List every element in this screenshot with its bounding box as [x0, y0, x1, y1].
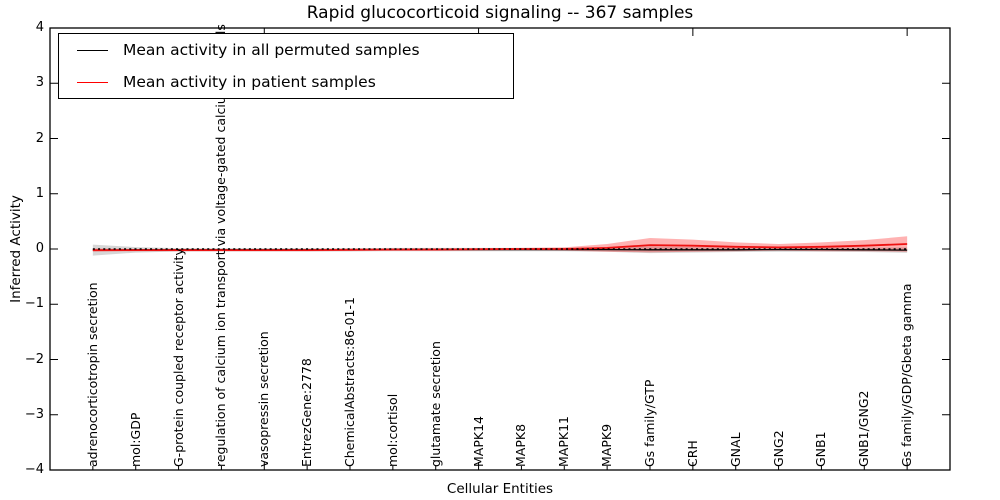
x-tick-label-13: MAPK9 — [599, 423, 615, 467]
y-tick-label-4: 4 — [35, 20, 44, 35]
legend-line-patient-icon — [77, 81, 108, 83]
x-tick-label-11: MAPK8 — [513, 423, 529, 467]
y-tick-label--3: −3 — [24, 406, 44, 422]
x-tick-label-2: mol:GDP — [127, 412, 143, 467]
x-tick-label-18: GNB1 — [813, 431, 829, 467]
x-tick-label-16: GNAL — [727, 432, 743, 467]
x-tick-label-3: G-protein coupled receptor activity — [170, 248, 186, 467]
legend-line-permuted-icon — [77, 49, 108, 51]
y-tick-label-2: 2 — [35, 130, 44, 146]
chart-title: Rapid glucocorticoid signaling -- 367 sa… — [306, 3, 694, 23]
y-tick-label-1: 1 — [35, 185, 44, 201]
y-tick-label-0: 0 — [35, 241, 44, 256]
x-tick-label-9: glutamate secretion — [427, 341, 443, 467]
legend: Mean activity in all permuted samples Me… — [58, 33, 514, 99]
x-tick-label-10: MAPK14 — [470, 416, 486, 467]
y-tick-label--2: −2 — [24, 351, 44, 367]
x-tick-label-8: mol:cortisol — [384, 393, 400, 467]
x-tick-label-20: Gs family/GDP/Gbeta gamma — [899, 283, 915, 467]
y-tick-label--4: −4 — [24, 462, 44, 477]
x-tick-label-5: vasopressin secretion — [256, 331, 272, 467]
x-axis-label: Cellular Entities — [446, 481, 554, 497]
y-tick-label--1: −1 — [24, 296, 44, 312]
x-tick-label-1: adrenocorticotropin secretion — [84, 282, 100, 467]
x-tick-label-6: EntrezGene:2778 — [299, 358, 315, 467]
band-series-1 — [92, 236, 908, 253]
legend-label-patient: Mean activity in patient samples — [123, 73, 376, 91]
x-tick-label-17: GNG2 — [770, 430, 786, 467]
legend-item-patient: Mean activity in patient samples — [59, 67, 513, 98]
legend-label-permuted: Mean activity in all permuted samples — [123, 41, 420, 59]
x-tick-label-14: Gs family/GTP — [642, 379, 657, 467]
x-tick-label-15: CRH — [684, 440, 700, 467]
x-tick-label-7: ChemicalAbstracts:86-01-1 — [342, 297, 357, 467]
x-tick-label-12: MAPK11 — [556, 416, 572, 467]
y-tick-label-3: 3 — [35, 75, 44, 91]
legend-item-permuted: Mean activity in all permuted samples — [59, 35, 513, 66]
x-tick-label-19: GNB1/GNG2 — [856, 390, 872, 467]
